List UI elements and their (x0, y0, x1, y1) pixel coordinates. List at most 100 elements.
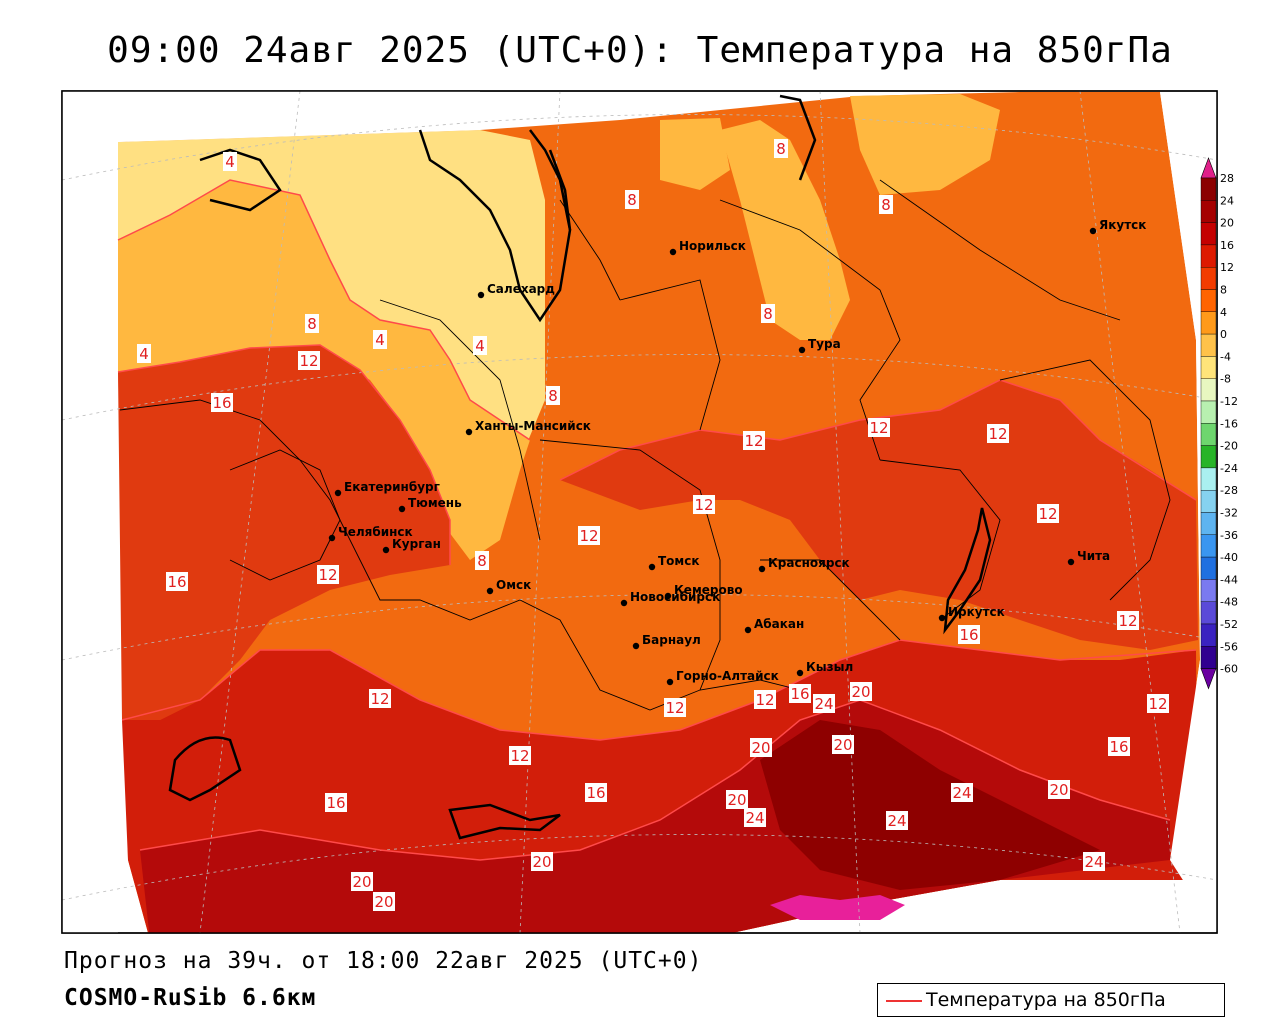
contour-label-text: 8 (548, 387, 558, 405)
temperature-contours (117, 179, 1197, 861)
colorbar-segment (1200, 445, 1217, 469)
city-name: Новосибирск (630, 590, 720, 604)
contour-label-bg (325, 793, 347, 812)
contour-value-label: 20 (1048, 780, 1070, 799)
colorbar-segment (1200, 333, 1217, 357)
city-dot (334, 489, 342, 497)
city-dot (1089, 227, 1097, 235)
contour-label-bg (850, 682, 872, 701)
colorbar-segment (1200, 646, 1217, 669)
contour-label-bg (137, 344, 151, 363)
city-name: Кемерово (674, 583, 743, 597)
colorbar-segment (1200, 378, 1217, 402)
colorbar-segment (1200, 601, 1217, 625)
colorbar-tick-label: -56 (1220, 640, 1238, 653)
contour-value-label: 12 (578, 526, 600, 545)
contour-label-bg (951, 783, 973, 802)
contour-label-bg (1083, 852, 1105, 871)
contour-value-label: 8 (879, 195, 893, 214)
contour-value-label: 12 (754, 690, 776, 709)
contour-label-text: 12 (579, 527, 598, 545)
contour-label-bg (743, 431, 765, 450)
contour-label-text: 8 (776, 140, 786, 158)
contour-label-text: 4 (475, 337, 485, 355)
contour-label-text: 24 (745, 809, 764, 827)
contour-label-text: 20 (532, 853, 551, 871)
contour-label-bg (473, 336, 487, 355)
contour-value-label: 12 (868, 418, 890, 437)
contour-value-label: 24 (744, 808, 766, 827)
city-dot (465, 428, 473, 436)
contour-label-bg (305, 314, 319, 333)
city-marker: Томск (648, 554, 700, 571)
city-marker: Салехард (477, 282, 555, 299)
city-marker: Омск (486, 578, 531, 595)
contour-label-bg (774, 139, 788, 158)
contour-label-bg (879, 195, 893, 214)
contour-label-text: 12 (299, 352, 318, 370)
contour-value-label: 12 (693, 495, 715, 514)
contour-label-bg (726, 790, 748, 809)
city-marker: Новосибирск (620, 590, 720, 607)
contour-label-text: 12 (1038, 505, 1057, 523)
contour-value-label: 16 (211, 393, 233, 412)
map-title: 09:00 24авг 2025 (UTC+0): Температура на… (107, 30, 1173, 71)
city-marker: Челябинск (328, 525, 413, 542)
contour-value-label: 16 (958, 625, 980, 644)
contour-value-label: 8 (305, 314, 319, 333)
contour-label-text: 12 (869, 419, 888, 437)
contour-label-bg (1037, 504, 1059, 523)
contour-label-text: 4 (225, 153, 235, 171)
colorbar-segment (1200, 177, 1217, 201)
colorbar-segment (1200, 200, 1217, 223)
contour-value-label: 20 (531, 852, 553, 871)
contour-value-label: 12 (317, 565, 339, 584)
city-dot (798, 346, 806, 354)
city-marker: Барнаул (632, 633, 701, 650)
city-dot (620, 599, 628, 607)
city-marker: Кызыл (796, 660, 853, 677)
contour-value-label: 4 (223, 152, 237, 171)
city-dot (758, 565, 766, 573)
city-name: Чита (1077, 549, 1110, 563)
contour-label-bg (868, 418, 890, 437)
contour-value-label: 12 (1037, 504, 1059, 523)
contour-value-label: 12 (509, 746, 531, 765)
colorbar-segment (1200, 311, 1217, 335)
city-name: Тюмень (408, 496, 462, 510)
contour-label-bg (750, 738, 772, 757)
contour-label-text: 12 (1118, 612, 1137, 630)
contour-label-bg (1108, 737, 1130, 756)
colorbar-segment (1200, 490, 1217, 513)
contour-value-label: 20 (351, 872, 373, 891)
contour-label-text: 12 (744, 432, 763, 450)
contour-label-text: 12 (370, 690, 389, 708)
city-dot (666, 678, 674, 686)
contour-value-label: 24 (813, 694, 835, 713)
colorbar-segment (1200, 356, 1217, 379)
city-dot (744, 626, 752, 634)
colorbar-bottom-arrow (1200, 668, 1217, 690)
city-dot (669, 248, 677, 256)
colorbar-segment (1200, 512, 1217, 535)
contour-value-label: 20 (373, 892, 395, 911)
city-dot (664, 592, 672, 600)
graticule (62, 91, 1217, 933)
contour-value-label: 16 (585, 783, 607, 802)
contour-label-layer: 4 8 8 8 8 8 4 4 4 12 8 16 12 12 12 12 12 12 8 12 16 12 16 20 16 1… (137, 139, 1169, 911)
contour-label-bg (223, 152, 237, 171)
contour-label-text: 24 (1084, 853, 1103, 871)
colorbar-segment (1200, 222, 1217, 246)
city-marker: Чита (1067, 549, 1110, 566)
contour-label-text: 20 (851, 683, 870, 701)
city-dot (328, 534, 336, 542)
contour-label-bg (664, 698, 686, 717)
contour-label-text: 8 (307, 315, 317, 333)
contour-value-label: 20 (850, 682, 872, 701)
contour-label-text: 12 (755, 691, 774, 709)
city-dot (648, 563, 656, 571)
contour-label-bg (298, 351, 320, 370)
contour-label-bg (761, 304, 775, 323)
colorbar-tick-label: 28 (1220, 172, 1234, 185)
